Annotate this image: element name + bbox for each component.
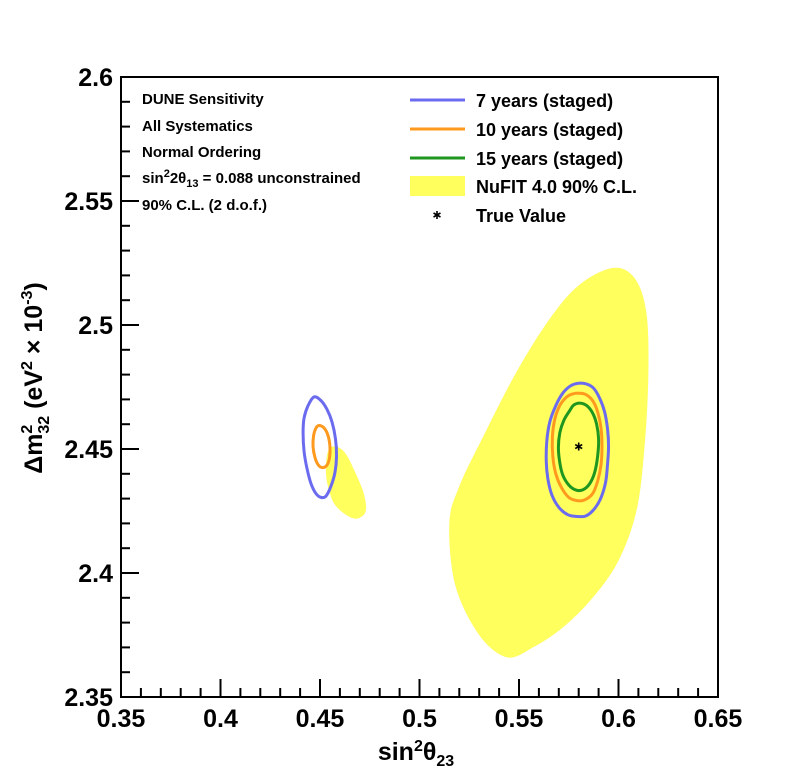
contour-group: [301, 381, 611, 519]
legend-swatch-nufit: [410, 176, 465, 196]
legend-true-value-marker-dot: [435, 213, 439, 217]
y-tick-label: 2.45: [64, 436, 113, 464]
y-tick-label: 2.4: [78, 560, 113, 588]
x-tick-label: 0.65: [694, 705, 743, 733]
info-line-4: sin22θ13 = 0.088 unconstrained: [142, 168, 361, 190]
info-line-4-sup: 2: [164, 168, 170, 180]
info-line-1: DUNE Sensitivity: [142, 91, 264, 108]
x-tick-label: 0.45: [296, 705, 345, 733]
x-tick-label: 0.6: [601, 705, 636, 733]
contour-10y-1: [311, 423, 332, 470]
true-value-marker: [574, 442, 583, 451]
true-value-group: [574, 442, 583, 451]
x-axis-ticks: [120, 679, 719, 697]
x-tick-label: 0.35: [97, 705, 146, 733]
true-value-marker-dot: [577, 445, 581, 448]
legend-label-10y: 10 years (staged): [476, 120, 623, 140]
legend-label-nufit: NuFIT 4.0 90% C.L.: [476, 177, 637, 197]
y-tick-label: 2.5: [78, 312, 113, 340]
x-axis-tick-labels: 0.35 0.4 0.45 0.5 0.55 0.6 0.65: [97, 705, 743, 733]
legend: 7 years (staged) 10 years (staged) 15 ye…: [410, 91, 637, 226]
info-line-4-pre: sin: [142, 170, 164, 187]
x-axis-title-sup: 2: [414, 738, 423, 755]
y-axis-title-units-times: × 10: [20, 305, 48, 361]
info-text-block: DUNE Sensitivity All Systematics Normal …: [142, 91, 361, 214]
y-axis-title-units-open: (eV: [20, 370, 48, 416]
y-axis-tick-labels: 2.35 2.4 2.45 2.5 2.55 2.6: [64, 64, 113, 712]
info-line-4-mid: 2θ: [170, 170, 186, 187]
y-axis-ticks: [121, 76, 139, 698]
x-axis-title-theta: θ: [423, 738, 437, 766]
legend-swatch-true-value: [433, 211, 441, 219]
x-tick-label: 0.4: [203, 705, 238, 733]
info-line-5: 90% C.L. (2 d.o.f.): [142, 197, 267, 214]
y-axis-title-units-sup: 2: [19, 361, 36, 370]
y-axis-title-sup: 2: [19, 425, 36, 434]
info-line-2: All Systematics: [142, 118, 253, 135]
x-tick-label: 0.55: [495, 705, 544, 733]
y-axis-title-units-close: ): [20, 282, 48, 290]
contour-7y-1: [301, 395, 339, 500]
legend-true-value-marker: [433, 211, 441, 219]
legend-label-15y: 15 years (staged): [476, 149, 623, 169]
legend-label-true-value: True Value: [476, 206, 566, 226]
y-tick-label: 2.6: [78, 64, 113, 92]
x-axis-title-sub: 23: [436, 753, 454, 770]
info-line-4-post: = 0.088 unconstrained: [199, 170, 361, 187]
y-axis-title-delta: Δm: [20, 434, 48, 474]
contour-7y-0: [544, 381, 611, 519]
y-axis-title: Δm232 (eV2 × 10-3): [19, 282, 53, 474]
contour-10y-0: [550, 391, 604, 503]
y-axis-title-sub: 32: [36, 416, 53, 434]
legend-label-7y: 7 years (staged): [476, 91, 613, 111]
x-axis-title: sin2θ23: [378, 738, 454, 770]
contour-15y-0: [556, 401, 601, 493]
y-tick-label: 2.35: [64, 684, 113, 712]
x-tick-label: 0.5: [402, 705, 437, 733]
nufit-region-0: [449, 267, 649, 658]
info-line-3: Normal Ordering: [142, 144, 261, 161]
info-line-4-sub: 13: [186, 178, 198, 190]
x-axis-title-main: sin: [378, 738, 414, 766]
y-axis-title-units-exp: -3: [19, 290, 36, 304]
y-tick-label: 2.55: [64, 188, 113, 216]
